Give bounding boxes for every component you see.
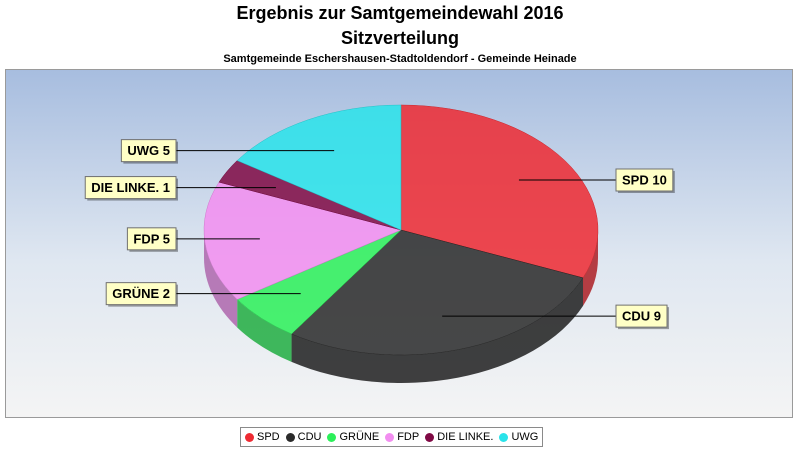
pie-side-gr-ne [237,299,292,362]
pie-side-walls [204,230,598,383]
data-label-box [84,176,177,200]
legend-label: FDP [397,431,420,443]
legend-item[interactable]: DIE LINKE. [425,431,493,443]
data-label-text: CDU 9 [622,309,661,324]
data-label-box [615,304,668,328]
pie-slice-uwg[interactable] [236,104,402,231]
pie-slice-cdu[interactable] [291,229,584,356]
data-label: FDP 5 [126,227,178,252]
legend-label: SPD [257,431,280,443]
legend-label: CDU [297,431,322,443]
pie-slice-fdp[interactable] [203,181,402,300]
data-label: UWG 5 [120,139,178,164]
chart-caption: Samtgemeinde Eschershausen-Stadtoldendor… [223,53,577,65]
plot-area: SPD 10 CDU 9 GRÜNE 2 FDP 5 DIE LINKE. 1 UWG 5 [5,69,793,418]
data-label-box [615,168,674,192]
chart-title: Ergebnis zur Samtgemeindewahl 2016 [236,3,564,23]
data-label: SPD 10 [615,168,675,193]
data-label-box [120,139,177,163]
pie-side-fdp [204,230,238,328]
pie-slice-spd[interactable] [400,104,599,279]
chart-subtitle: Sitzverteilung [340,28,460,48]
legend-item[interactable]: FDP [385,431,419,443]
legend-item[interactable]: UWG [499,431,538,443]
data-label-box [126,227,177,251]
chart-legend: SPD CDU GRÜNE FDP DIE LINKE. UWG [240,427,544,447]
legend-label: GRÜNE [339,431,380,443]
data-label-text: DIE LINKE. 1 [91,180,170,195]
data-label-text: FDP 5 [133,231,170,246]
legend-swatch [285,432,295,442]
pie-labels: SPD 10 CDU 9 GRÜNE 2 FDP 5 DIE LINKE. 1 UWG 5 [84,139,675,330]
legend-swatch [327,432,337,442]
data-label-box [105,282,177,306]
legend-item[interactable]: CDU [285,431,322,443]
data-label-text: UWG 5 [127,143,170,158]
pie-side-spd [583,230,598,306]
legend-swatch [499,432,509,442]
legend-swatch [245,432,254,442]
legend-item[interactable]: GRÜNE [327,431,379,443]
pie-side-cdu [291,277,584,383]
legend-item[interactable]: SPD [245,431,280,443]
data-label-text: SPD 10 [622,172,667,187]
data-label: GRÜNE 2 [105,282,178,307]
data-label: CDU 9 [615,304,670,330]
legend-label: DIE LINKE. [437,431,494,443]
data-label-text: GRÜNE 2 [112,286,170,301]
data-label: DIE LINKE. 1 [84,176,178,201]
legend-swatch [425,432,435,442]
pie-chart: SPD 10 CDU 9 GRÜNE 2 FDP 5 DIE LINKE. 1 UWG 5 [84,104,675,383]
pie-top-faces [203,104,599,356]
legend-swatch [385,432,395,442]
legend-label: UWG [511,431,539,443]
